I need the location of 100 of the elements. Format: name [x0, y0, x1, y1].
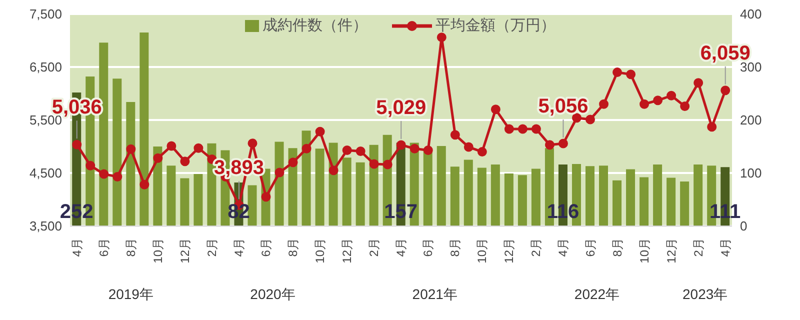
- bar: [653, 164, 662, 226]
- bar: [518, 175, 527, 226]
- data-label: 5,029: [376, 96, 426, 119]
- x-tick-label: 8月: [286, 238, 300, 257]
- point: [126, 144, 136, 154]
- bar: [531, 168, 540, 226]
- point: [707, 122, 717, 132]
- point: [666, 90, 676, 100]
- bar: [640, 177, 649, 226]
- data-label: 3,893: [214, 157, 264, 180]
- bar: [680, 181, 690, 226]
- bar: [315, 148, 324, 226]
- point: [612, 68, 622, 78]
- x-tick-label: 12月: [502, 238, 516, 264]
- point: [626, 70, 636, 80]
- point: [99, 169, 109, 179]
- point: [720, 86, 730, 96]
- x-tick-label: 6月: [259, 238, 274, 257]
- point: [342, 145, 352, 155]
- x-tick-label: 12月: [340, 238, 354, 264]
- bar: [140, 32, 149, 226]
- point: [423, 145, 433, 155]
- x-tick-label: 12月: [178, 238, 192, 264]
- x-tick-label: 2月: [367, 238, 382, 257]
- bar: [342, 158, 352, 226]
- bar: [423, 149, 432, 226]
- bar: [586, 166, 594, 226]
- point: [288, 158, 298, 168]
- x-tick-label: 2月: [204, 238, 219, 257]
- point: [518, 124, 528, 134]
- bar: [436, 146, 446, 226]
- point: [248, 138, 258, 148]
- data-label: 252: [60, 201, 94, 223]
- bar: [248, 185, 257, 226]
- text: 2022年: [573, 286, 621, 304]
- point: [112, 172, 122, 182]
- y2-tick-label: 200: [740, 112, 762, 128]
- x-tick-label: 8月: [124, 238, 138, 257]
- x-tick-label: 10月: [313, 238, 328, 264]
- bar: [626, 169, 636, 226]
- x-tick-label: 10月: [150, 238, 165, 264]
- x-tick-label: 10月: [475, 238, 490, 264]
- y-tick-label: 4,500: [29, 166, 62, 181]
- x-tick-label: 4月: [394, 238, 408, 257]
- x-tick-label: 4月: [556, 238, 570, 257]
- point: [153, 153, 163, 163]
- point: [558, 138, 568, 148]
- bar: [464, 160, 473, 226]
- point: [166, 141, 176, 151]
- bar: [180, 178, 190, 226]
- point: [450, 130, 460, 140]
- y2-tick-label: 100: [740, 166, 762, 181]
- x-tick-label: 6月: [421, 238, 436, 257]
- point: [274, 168, 284, 178]
- point: [382, 160, 392, 170]
- bar: [694, 164, 703, 226]
- x-tick-label: 10月: [637, 238, 652, 264]
- x-tick-label: 6月: [583, 238, 598, 257]
- point: [86, 160, 96, 170]
- point: [328, 166, 338, 176]
- point: [531, 124, 541, 134]
- legend-label: 成約件数（件）: [262, 16, 368, 35]
- bar: [302, 130, 311, 226]
- point: [140, 180, 150, 190]
- point: [599, 99, 609, 109]
- point: [464, 142, 474, 152]
- x-tick-label: 12月: [664, 238, 678, 264]
- y-tick-label: 7,500: [29, 6, 62, 22]
- text: 2021年: [411, 286, 458, 304]
- point: [369, 159, 379, 169]
- bar: [194, 174, 203, 226]
- x-tick-label: 4月: [70, 238, 84, 257]
- y-tick-label: 3,500: [29, 218, 62, 234]
- text: 2020年: [249, 286, 296, 304]
- point: [302, 144, 312, 154]
- x-tick-label: 6月: [96, 238, 111, 257]
- bar: [612, 180, 622, 226]
- point: [680, 101, 690, 111]
- point: [396, 140, 406, 150]
- x-tick-label: 8月: [610, 238, 624, 257]
- x-tick-label: 2月: [529, 238, 544, 257]
- data-label: 82: [228, 201, 250, 223]
- bar: [166, 166, 176, 226]
- x-tick-label: 4月: [718, 238, 732, 257]
- bar: [599, 166, 608, 226]
- point: [261, 192, 271, 202]
- point: [544, 140, 554, 150]
- data-label: 111: [710, 201, 741, 223]
- point: [180, 156, 190, 166]
- point: [694, 78, 704, 88]
- point: [640, 99, 650, 109]
- bar: [490, 164, 500, 226]
- data-label: 5,056: [538, 96, 588, 118]
- x-tick-label: 8月: [448, 238, 462, 257]
- x-tick-label: 2月: [691, 238, 706, 257]
- y2-tick-label: 300: [740, 60, 762, 75]
- text: 2019年: [107, 286, 154, 304]
- x-tick-label: 4月: [232, 238, 246, 257]
- y-tick-label: 6,500: [29, 60, 62, 75]
- point: [436, 32, 446, 42]
